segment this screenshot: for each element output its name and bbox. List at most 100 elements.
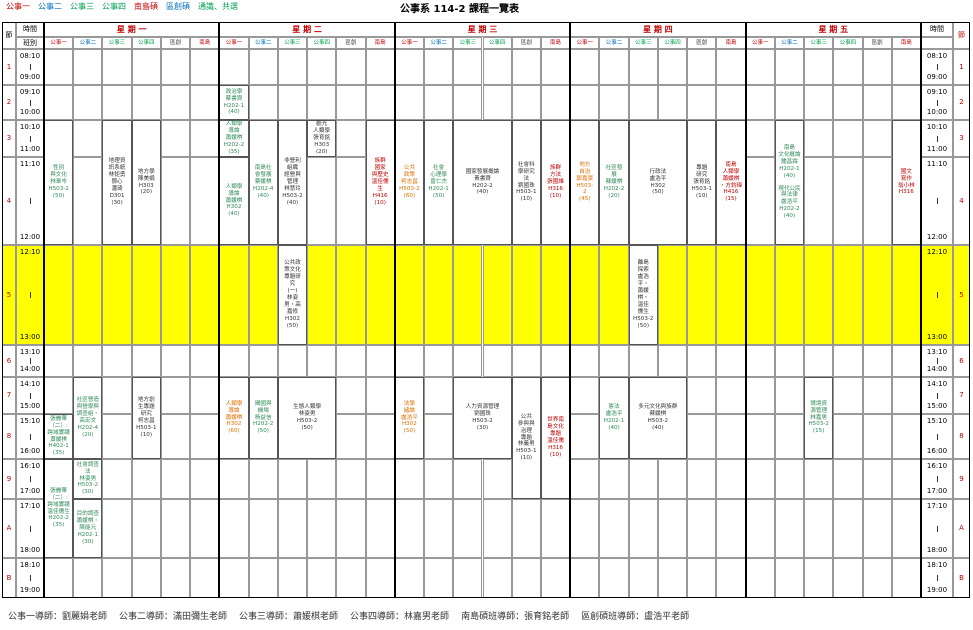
course-line: 研究 [696,172,708,179]
course-line: 探索 [637,267,649,274]
day-divider [43,22,45,598]
course-line: H503-1 [516,189,537,196]
course-line: (10) [374,199,386,206]
slot [833,245,863,345]
course-line: H503-2 [48,185,69,192]
slot [336,245,366,345]
course-line: 現代公民 [778,185,801,192]
slot [599,345,629,377]
course-line: 林姿男 [298,411,316,418]
slot [131,459,161,499]
frame [2,22,970,598]
course-line: 法 [523,175,530,182]
course-line: 國家發展概論 [465,168,500,175]
time-sep [29,64,31,70]
time-start: 15:10 [19,417,41,425]
slot [687,85,717,120]
course-line: 劉國珠 [517,182,535,189]
time-start: 08:10 [926,52,948,60]
course-line: 訊系統 [108,165,126,172]
time-end: 12:00 [19,233,41,242]
course-line: 研究 [140,411,152,418]
course-line: 社會 [433,165,445,172]
course-line: H416 [723,189,739,196]
time-end: 15:00 [926,402,948,411]
course-line: 張國維 [547,179,564,185]
course-line: 會發展 [254,172,272,179]
time-end: 17:00 [926,487,948,496]
course: 族群 國家 與歷史 溫佳儒生 H416 (10) [365,120,395,245]
slot [277,459,308,499]
slot [248,245,278,345]
slot [599,49,629,85]
slot [131,345,161,377]
course-line: 林姿 [286,295,299,301]
day-divider [920,22,922,598]
class-name: 公事四 [307,37,337,49]
course-line: 人類學 [722,168,740,175]
course-line: (40) [783,213,796,220]
course-line: （二）: [49,422,68,429]
course: 族群 方法 張國維 H316 (10) [540,120,571,245]
course-line: 策文化 [284,267,301,274]
course-line: H202-4 [77,424,99,431]
course-line: 蕭媛棋 [50,436,67,443]
slot [131,499,161,558]
slot [804,345,834,377]
course-line: 學研究 [517,168,535,175]
course-line: H503- [576,182,594,189]
course-line: H202-1 [223,102,245,109]
time-end: 14:00 [19,365,41,374]
course-line: 鄧心 [111,179,123,185]
time-sep [936,135,938,142]
slot [862,245,892,345]
day-divider [393,22,396,598]
course-line: 跨域實踐 [47,501,70,508]
course-line: 寫作 [900,175,912,182]
course-line: 閩國與 [254,400,272,407]
slot [336,157,366,245]
slot [277,85,308,120]
slot [424,345,454,377]
footer-item: 公事四導師：林嘉男老師 [350,612,450,622]
slot [833,414,863,459]
slot [862,459,892,499]
time-sep [936,198,938,204]
slot [804,120,834,157]
course-line: 族群 [374,158,386,165]
footer-item: 南島碩班導師：張育銘老師 [461,612,570,622]
course-line: 生專題 [137,404,155,411]
course: 社區營造與營學與 調查組・高宏文 H202-4 (20) [73,377,103,459]
course-line: H503-1 [691,185,712,192]
course: 地理資 訊系統 林鉅勇 鄧心 潘琦 D301 (30) [102,120,132,245]
course-line: (40) [652,424,664,431]
course-line: (35) [52,522,65,529]
slot [160,345,191,377]
course-line: (30) [476,424,489,431]
slot [73,85,103,120]
course-line: 經營與 [284,172,301,179]
course-line: 南島 [725,161,737,168]
slot [774,85,805,120]
slot [102,245,132,345]
time-start: 18:10 [19,561,41,569]
course: 社會科 學研究法劉國珠 H503-1 (10) [511,120,541,245]
course-line: 導論 [228,407,240,414]
time-sep [29,292,31,298]
course-line: 國家 [374,165,386,172]
slot [160,85,191,120]
slot [774,499,805,558]
time-end: 18:00 [926,546,948,555]
slot [424,245,454,345]
course-line: (40) [286,199,299,206]
slot [424,377,454,414]
class-name: 公事四 [657,37,688,49]
course-line: 專題 [696,165,708,172]
course-line: (50) [652,189,664,196]
course-line: H202-2 [603,185,625,192]
slot [687,345,717,377]
slot [862,157,892,245]
slot [160,120,191,157]
course-line: 政策 [403,172,415,179]
course-line: 公共政 [284,260,301,267]
